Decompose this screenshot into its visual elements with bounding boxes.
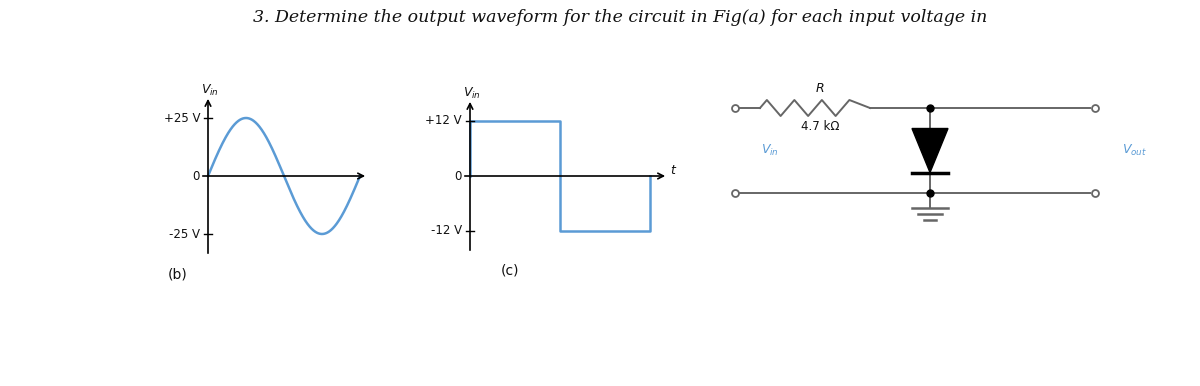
Text: $t$: $t$ — [671, 164, 678, 176]
Text: 0: 0 — [455, 169, 462, 183]
Text: $V_{out}$: $V_{out}$ — [1122, 143, 1147, 158]
Text: (b): (b) — [168, 267, 188, 281]
Text: $V_{in}$: $V_{in}$ — [202, 83, 218, 98]
Text: 0: 0 — [193, 169, 200, 183]
Text: -25 V: -25 V — [169, 227, 200, 240]
Text: $V_{in}$: $V_{in}$ — [463, 85, 481, 100]
Polygon shape — [912, 129, 948, 173]
Text: +25 V: +25 V — [163, 112, 200, 125]
Text: 4.7 kΩ: 4.7 kΩ — [800, 120, 839, 132]
Text: 3. Determine the output waveform for the circuit in Fig(a) for each input voltag: 3. Determine the output waveform for the… — [253, 10, 988, 27]
Text: R: R — [816, 81, 824, 95]
Text: $V_{in}$: $V_{in}$ — [761, 143, 779, 158]
Text: +12 V: +12 V — [425, 115, 462, 127]
Text: (c): (c) — [500, 264, 520, 278]
Text: -12 V: -12 V — [431, 225, 462, 237]
